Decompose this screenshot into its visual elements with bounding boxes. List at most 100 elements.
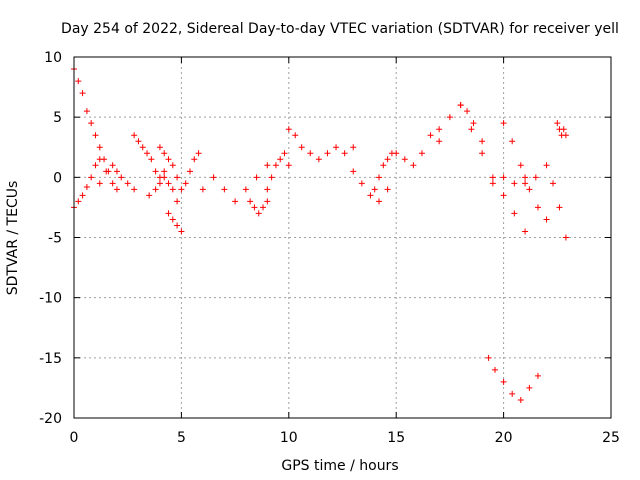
x-tick-label: 5 — [177, 430, 186, 446]
data-point-plus — [182, 180, 189, 187]
data-point-plus — [427, 132, 434, 139]
data-point-plus — [156, 180, 163, 187]
data-point-plus — [436, 138, 443, 145]
series-trace-21-23h — [522, 162, 569, 241]
y-axis-label: SDTVAR / TECUs — [5, 181, 21, 296]
chart-title: Day 254 of 2022, Sidereal Day-to-day VTE… — [61, 21, 619, 37]
data-point-plus — [468, 126, 475, 133]
series-trace-18-21h — [457, 102, 529, 235]
data-point-plus — [367, 192, 374, 199]
data-point-plus — [410, 162, 417, 169]
grid-lines — [74, 57, 611, 418]
series-descending-trace-0h — [71, 66, 120, 193]
series-trace-14-15h — [371, 150, 395, 193]
series-trace-4-5h-lower — [165, 210, 185, 235]
data-point-plus — [562, 234, 569, 241]
data-point-plus — [79, 192, 86, 199]
data-point-plus — [83, 183, 90, 190]
x-tick-label: 20 — [495, 430, 513, 446]
data-point-plus — [131, 186, 138, 193]
data-point-plus — [350, 168, 357, 175]
data-point-plus — [103, 168, 110, 175]
data-point-plus — [195, 150, 202, 157]
series-trace-6-9h — [199, 162, 271, 205]
data-point-plus — [152, 186, 159, 193]
data-point-plus — [131, 132, 138, 139]
data-point-plus — [96, 180, 103, 187]
data-point-plus — [281, 150, 288, 157]
data-point-plus — [199, 186, 206, 193]
series-trace-10-13h — [285, 126, 357, 163]
series-trace-9-10h — [264, 150, 292, 193]
data-point-plus — [562, 132, 569, 139]
data-point-plus — [393, 150, 400, 157]
data-point-plus — [470, 120, 477, 127]
data-point-plus — [96, 156, 103, 163]
data-point-plus — [152, 168, 159, 175]
data-point-plus — [418, 150, 425, 157]
data-point-plus — [298, 144, 305, 151]
data-point-plus — [500, 120, 507, 127]
data-points — [71, 66, 569, 403]
data-point-plus — [88, 120, 95, 127]
data-point-plus — [169, 186, 176, 193]
series-trace-4-5h — [146, 174, 181, 205]
data-point-plus — [174, 198, 181, 205]
data-point-plus — [272, 162, 279, 169]
data-point-plus — [285, 126, 292, 133]
data-point-plus — [509, 138, 516, 145]
data-point-plus — [534, 204, 541, 211]
data-point-plus — [489, 174, 496, 181]
y-tick-label: -10 — [39, 291, 62, 307]
data-point-plus — [517, 162, 524, 169]
y-tick-label: -15 — [39, 351, 62, 367]
data-point-plus — [251, 204, 258, 211]
y-tick-label: -20 — [39, 411, 62, 427]
data-point-plus — [509, 390, 516, 397]
data-point-plus — [384, 186, 391, 193]
data-point-plus — [371, 186, 378, 193]
data-point-plus — [489, 180, 496, 187]
data-point-plus — [148, 156, 155, 163]
data-point-plus — [492, 366, 499, 373]
y-tick-label: 0 — [53, 170, 62, 186]
x-tick-label: 0 — [70, 430, 79, 446]
data-point-plus — [532, 174, 539, 181]
data-point-plus — [165, 210, 172, 217]
data-point-plus — [500, 378, 507, 385]
data-point-plus — [264, 198, 271, 205]
data-point-plus — [522, 180, 529, 187]
data-point-plus — [285, 162, 292, 169]
data-point-plus — [307, 150, 314, 157]
data-point-plus — [75, 198, 82, 205]
data-point-plus — [556, 204, 563, 211]
x-tick-label: 25 — [602, 430, 620, 446]
data-point-plus — [253, 174, 260, 181]
data-point-plus — [401, 156, 408, 163]
data-point-plus — [109, 162, 116, 169]
series-trace-3-4h — [131, 132, 168, 181]
data-point-plus — [517, 396, 524, 403]
data-point-plus — [161, 168, 168, 175]
data-point-plus — [242, 186, 249, 193]
data-point-plus — [247, 198, 254, 205]
data-point-plus — [165, 156, 172, 163]
y-tick-labels: -20 -15 -10 -5 0 5 10 — [39, 50, 62, 427]
data-point-plus — [384, 156, 391, 163]
data-point-plus — [376, 174, 383, 181]
axis-ticks — [73, 56, 612, 419]
series-trace-4-6h-upper — [156, 144, 202, 193]
data-point-plus — [333, 144, 340, 151]
data-point-plus — [210, 174, 217, 181]
data-point-plus — [554, 120, 561, 127]
data-point-plus — [380, 162, 387, 169]
y-tick-label: -5 — [48, 231, 62, 247]
data-point-plus — [277, 156, 284, 163]
series-trace-13-15h — [350, 168, 391, 205]
series-trace-20-22h — [500, 120, 550, 223]
data-point-plus — [358, 180, 365, 187]
data-point-plus — [165, 180, 172, 187]
data-point-plus — [526, 186, 533, 193]
data-point-plus — [264, 162, 271, 169]
